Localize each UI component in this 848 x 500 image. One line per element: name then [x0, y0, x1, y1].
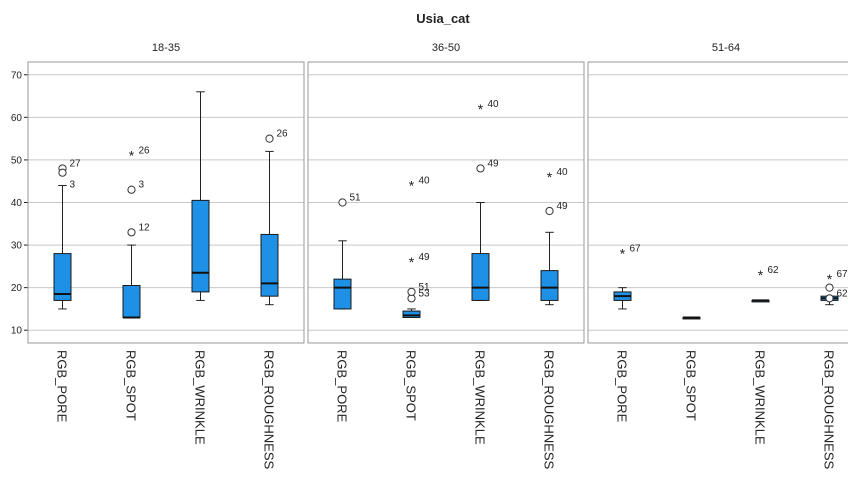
outlier-label: 67	[630, 244, 642, 255]
category-label: RGB_SPOT	[404, 350, 419, 421]
outlier-label: 27	[70, 158, 82, 169]
outlier-label: 12	[139, 222, 151, 233]
box-iqr	[471, 253, 490, 301]
extreme-point: *	[409, 254, 415, 270]
outlier-label: 49	[557, 201, 569, 212]
box-iqr	[402, 310, 421, 318]
box-rgb-roughness: 62 * 67 RGB_ROUGHNESS	[820, 269, 848, 470]
outlier-label: 3	[139, 180, 145, 191]
panel-18-35: 18-35 27 3 RGB_PORE 12 3 * 26 RGB_SPOT RGB_WRINKL…	[27, 42, 305, 470]
box-rgb-wrinkle: RGB_WRINKLE	[191, 91, 210, 445]
box-rgb-wrinkle: 49 * 40 RGB_WRINKLE	[471, 99, 500, 445]
outlier-label: 40	[488, 99, 500, 110]
category-label: RGB_PORE	[55, 350, 70, 423]
outlier-point	[545, 206, 554, 216]
box-rgb-spot: 12 3 * 26 RGB_SPOT	[122, 146, 151, 421]
category-label: RGB_SPOT	[124, 350, 139, 421]
outlier-point	[825, 283, 834, 292]
box-rgb-spot: RGB_SPOT	[682, 316, 701, 421]
panel-frame	[307, 61, 585, 344]
box-rgb-pore: 27 3 RGB_PORE	[53, 158, 82, 423]
box-rgb-roughness: 49 * 40 RGB_ROUGHNESS	[540, 167, 569, 470]
panel-frame	[587, 61, 848, 344]
box-rgb-roughness: 26 RGB_ROUGHNESS	[260, 129, 289, 470]
box-iqr	[191, 199, 210, 293]
box-rgb-pore: 51 RGB_PORE	[333, 193, 362, 423]
outlier-label: 26	[139, 146, 151, 157]
outlier-point	[476, 164, 485, 173]
box-iqr	[260, 233, 279, 297]
extreme-point: *	[129, 148, 135, 164]
panel-title: 51-64	[712, 42, 740, 54]
panels: 18-35 27 3 RGB_PORE 12 3 * 26 RGB_SPOT RGB_WRINKL…	[27, 42, 848, 470]
outlier-point	[265, 134, 274, 143]
outlier-label: 62	[837, 288, 848, 299]
y-tick-label: 20	[11, 283, 23, 294]
extreme-point: *	[827, 271, 833, 287]
box-iqr	[540, 270, 559, 301]
outlier-point	[127, 228, 136, 237]
outlier-label: 62	[768, 265, 780, 276]
extreme-point: *	[758, 267, 764, 283]
outlier-point	[58, 168, 67, 177]
category-label: RGB_WRINKLE	[193, 350, 208, 445]
outlier-label: 49	[488, 158, 500, 169]
category-label: RGB_PORE	[615, 350, 630, 423]
category-label: RGB_ROUGHNESS	[822, 350, 837, 470]
outlier-point	[825, 294, 834, 303]
y-tick-label: 10	[11, 326, 23, 337]
box-rgb-wrinkle: * 62 RGB_WRINKLE	[751, 265, 780, 445]
outlier-label: 3	[70, 180, 76, 191]
category-label: RGB_PORE	[335, 350, 350, 423]
extreme-point: *	[620, 246, 626, 262]
y-axis: 10 20 30 40 50 60 70	[11, 70, 28, 337]
outlier-point	[127, 185, 136, 194]
panel-frame	[27, 61, 305, 344]
extreme-point: *	[409, 177, 415, 193]
box-iqr	[122, 285, 141, 318]
outlier-label: 40	[419, 175, 431, 186]
y-tick-label: 50	[11, 155, 23, 166]
outlier-label: 40	[557, 167, 569, 178]
y-tick-label: 40	[11, 198, 23, 209]
category-label: RGB_WRINKLE	[473, 350, 488, 445]
category-label: RGB_ROUGHNESS	[542, 350, 557, 470]
category-label: RGB_SPOT	[684, 350, 699, 421]
outlier-label: 53	[419, 288, 431, 299]
outlier-point	[407, 287, 416, 297]
category-label: RGB_ROUGHNESS	[262, 350, 277, 470]
panel-title: 36-50	[432, 42, 460, 54]
y-tick-label: 60	[11, 113, 23, 124]
chart-title: Usia_cat	[416, 11, 470, 26]
panel-title: 18-35	[152, 42, 180, 54]
outlier-point	[338, 198, 347, 207]
y-tick-label: 70	[11, 70, 23, 81]
extreme-point: *	[478, 101, 484, 117]
outlier-label: 51	[419, 282, 431, 293]
box-rgb-pore: * 67 RGB_PORE	[613, 244, 642, 423]
outlier-label: 49	[419, 252, 431, 263]
category-label: RGB_WRINKLE	[753, 350, 768, 445]
outlier-label: 26	[277, 129, 289, 140]
outlier-label: 51	[350, 193, 362, 204]
extreme-point: *	[547, 169, 553, 185]
box-iqr	[333, 278, 352, 310]
panel-51-64: 51-64 * 67 RGB_PORE RGB_SPOT * 62 RGB_WRINKLE 62…	[587, 42, 848, 470]
outlier-label: 67	[837, 269, 848, 280]
box-iqr	[53, 253, 72, 301]
y-tick-label: 30	[11, 241, 23, 252]
